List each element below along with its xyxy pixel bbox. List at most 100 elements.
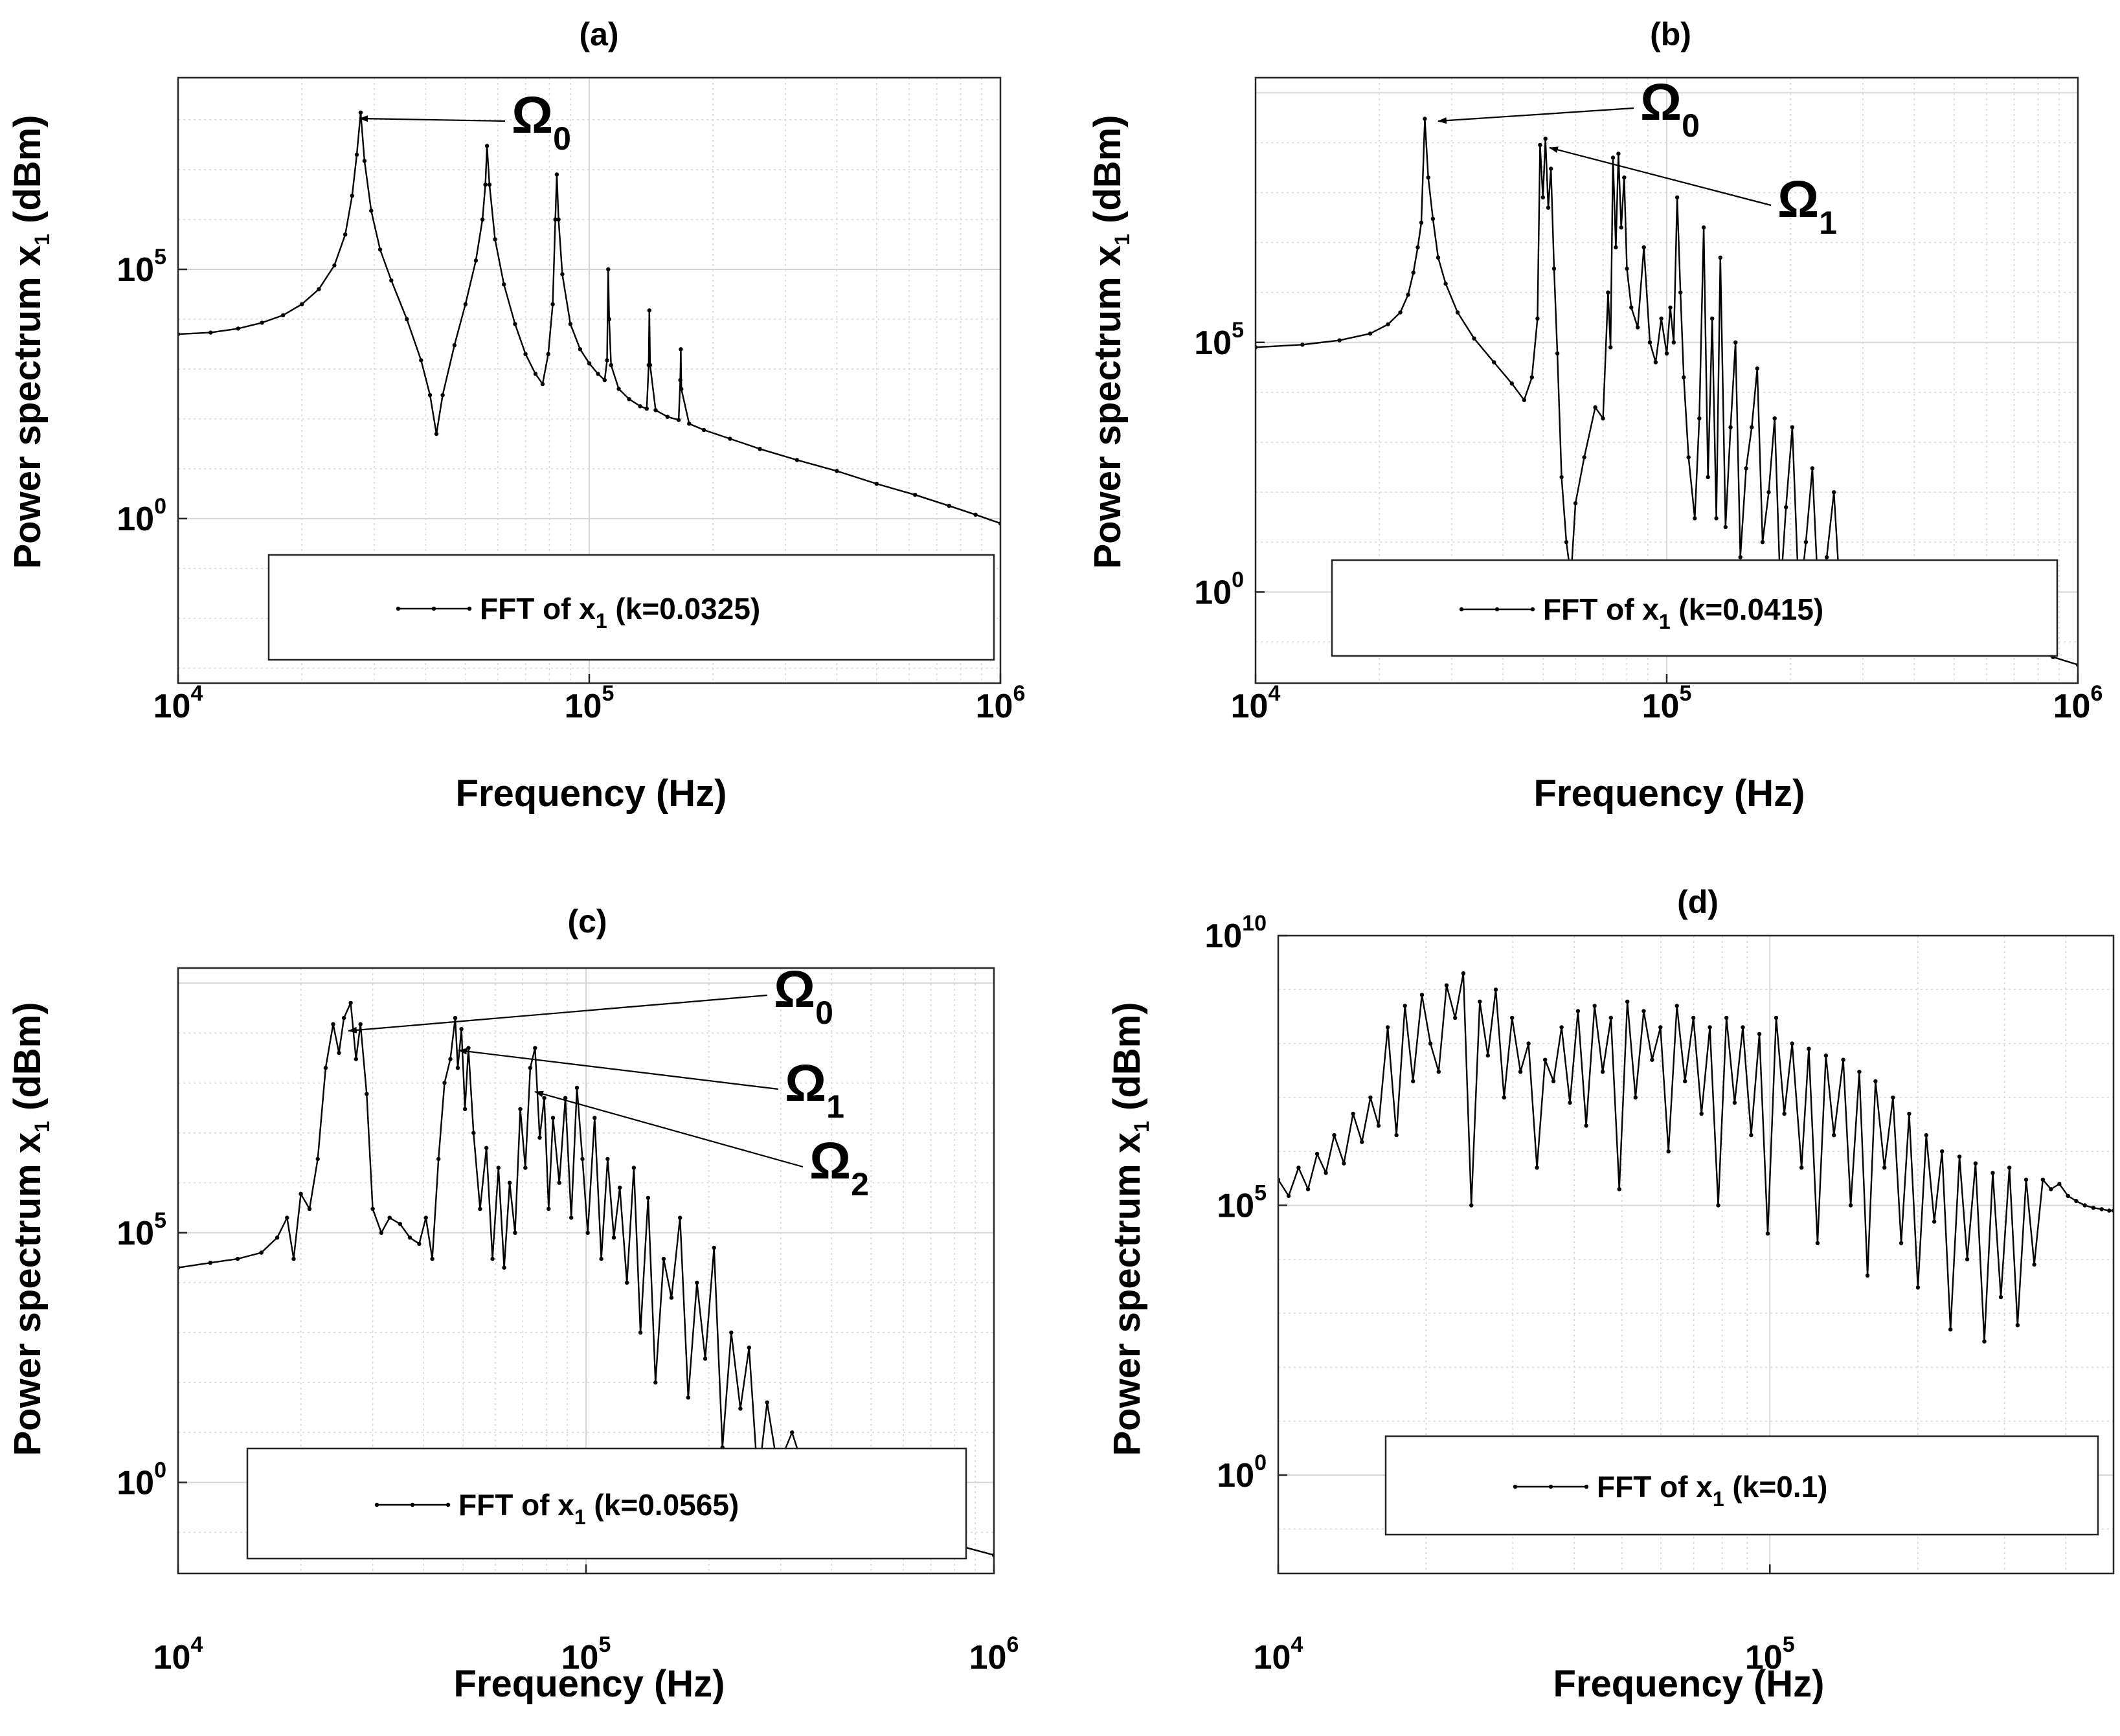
legend-marker-sample bbox=[396, 606, 401, 611]
data-point bbox=[542, 1096, 547, 1100]
y-axis-label-subscript: 1 bbox=[30, 1121, 54, 1133]
data-point bbox=[423, 1215, 428, 1220]
data-point bbox=[341, 1015, 346, 1020]
data-point bbox=[1772, 416, 1777, 421]
data-point bbox=[1559, 475, 1564, 480]
legend-box bbox=[246, 1447, 967, 1560]
data-point bbox=[1915, 1285, 1921, 1290]
data-point bbox=[1891, 1095, 1895, 1100]
data-point bbox=[1386, 322, 1390, 327]
data-point bbox=[1940, 1149, 1945, 1154]
data-point bbox=[1653, 360, 1658, 365]
data-point bbox=[1443, 281, 1448, 286]
data-point bbox=[1728, 425, 1733, 429]
legend-marker-sample bbox=[431, 606, 436, 611]
data-point bbox=[1600, 1070, 1605, 1074]
data-point bbox=[568, 322, 573, 326]
x-tick-base: 10 bbox=[565, 688, 602, 725]
data-point bbox=[1641, 1009, 1646, 1013]
data-point bbox=[1990, 1171, 1995, 1175]
data-point bbox=[616, 387, 621, 391]
y-tick-exponent: 5 bbox=[1254, 1181, 1267, 1206]
data-point bbox=[947, 504, 951, 508]
data-point bbox=[1617, 1187, 1621, 1191]
data-point bbox=[332, 263, 337, 268]
annotation-symbol: Ω bbox=[1777, 170, 1819, 228]
data-point bbox=[540, 381, 545, 387]
data-point bbox=[1305, 1187, 1311, 1191]
data-point bbox=[1411, 1079, 1415, 1084]
data-point bbox=[1784, 505, 1788, 510]
data-point bbox=[1436, 1070, 1441, 1074]
data-point bbox=[1582, 455, 1586, 460]
y-tick-exponent: 0 bbox=[154, 1458, 166, 1482]
data-point bbox=[299, 1191, 303, 1197]
data-point bbox=[1593, 405, 1597, 410]
data-point bbox=[518, 1107, 523, 1112]
data-point bbox=[1671, 340, 1676, 344]
y-axis-label-subscript: 1 bbox=[1111, 234, 1134, 245]
legend-label-prefix: FFT of x bbox=[458, 1488, 574, 1522]
data-point bbox=[1686, 455, 1691, 460]
data-point bbox=[2107, 1208, 2112, 1213]
x-tick-label: 105 bbox=[1642, 681, 1692, 725]
data-point bbox=[1907, 1111, 1911, 1116]
data-point bbox=[1782, 1111, 1787, 1116]
data-point bbox=[669, 1295, 674, 1300]
annotation-symbol: Ω bbox=[785, 1054, 826, 1112]
data-point bbox=[627, 397, 631, 401]
legend-box bbox=[1384, 1435, 2099, 1536]
annotation-omega-0: Ω0 bbox=[359, 86, 571, 157]
data-point bbox=[1815, 1241, 1820, 1246]
data-point bbox=[407, 1235, 412, 1240]
axes-box bbox=[1277, 934, 2115, 1575]
data-point bbox=[973, 512, 978, 517]
data-point bbox=[2032, 1262, 2036, 1267]
y-tick-exponent: 0 bbox=[1254, 1450, 1267, 1475]
data-point bbox=[370, 1206, 375, 1212]
data-point bbox=[1675, 195, 1680, 200]
data-point bbox=[1509, 381, 1514, 386]
data-point bbox=[502, 282, 506, 287]
data-point bbox=[1664, 351, 1669, 356]
data-point bbox=[1824, 555, 1829, 559]
data-point bbox=[1614, 245, 1618, 250]
data-point bbox=[378, 247, 383, 252]
data-point bbox=[379, 1230, 384, 1235]
data-point bbox=[2024, 1177, 2029, 1182]
data-point bbox=[1478, 999, 1482, 1004]
y-tick-label: 100 bbox=[1217, 1450, 1267, 1494]
data-point bbox=[1394, 1133, 1399, 1138]
legend-label-prefix: FFT of x bbox=[480, 592, 596, 626]
legend: FFT of x1 (k=0.1) bbox=[1384, 1435, 2099, 1536]
x-tick-base: 10 bbox=[1642, 688, 1680, 725]
data-point bbox=[1803, 540, 1809, 545]
data-point bbox=[1592, 1004, 1597, 1008]
data-point bbox=[1606, 290, 1610, 295]
data-point bbox=[490, 1256, 495, 1261]
data-point bbox=[1760, 540, 1765, 545]
data-point bbox=[484, 1145, 489, 1151]
data-point bbox=[1948, 1327, 1953, 1332]
data-point bbox=[599, 1256, 603, 1261]
data-point bbox=[665, 414, 670, 419]
data-point bbox=[466, 1046, 471, 1050]
x-tick-label: 105 bbox=[561, 1632, 611, 1676]
data-point bbox=[602, 378, 607, 383]
data-point bbox=[1430, 216, 1436, 221]
data-point bbox=[835, 469, 839, 473]
annotation-subscript: 0 bbox=[553, 120, 571, 157]
annotation-label: Ω1 bbox=[1777, 170, 1837, 241]
legend-label: FFT of x1 (k=0.0565) bbox=[458, 1488, 739, 1529]
data-point bbox=[703, 1357, 708, 1361]
data-point bbox=[478, 1206, 482, 1212]
y-axis-label-subscript: 1 bbox=[1130, 1121, 1153, 1133]
data-point bbox=[1873, 1079, 1878, 1084]
data-point bbox=[2015, 1323, 2020, 1327]
annotation-omega-0: Ω0 bbox=[348, 960, 833, 1033]
data-point bbox=[513, 322, 517, 326]
data-point bbox=[1749, 1133, 1754, 1138]
data-point bbox=[533, 1046, 537, 1050]
data-point bbox=[1351, 1111, 1355, 1116]
annotation-arrow bbox=[1549, 146, 1772, 207]
